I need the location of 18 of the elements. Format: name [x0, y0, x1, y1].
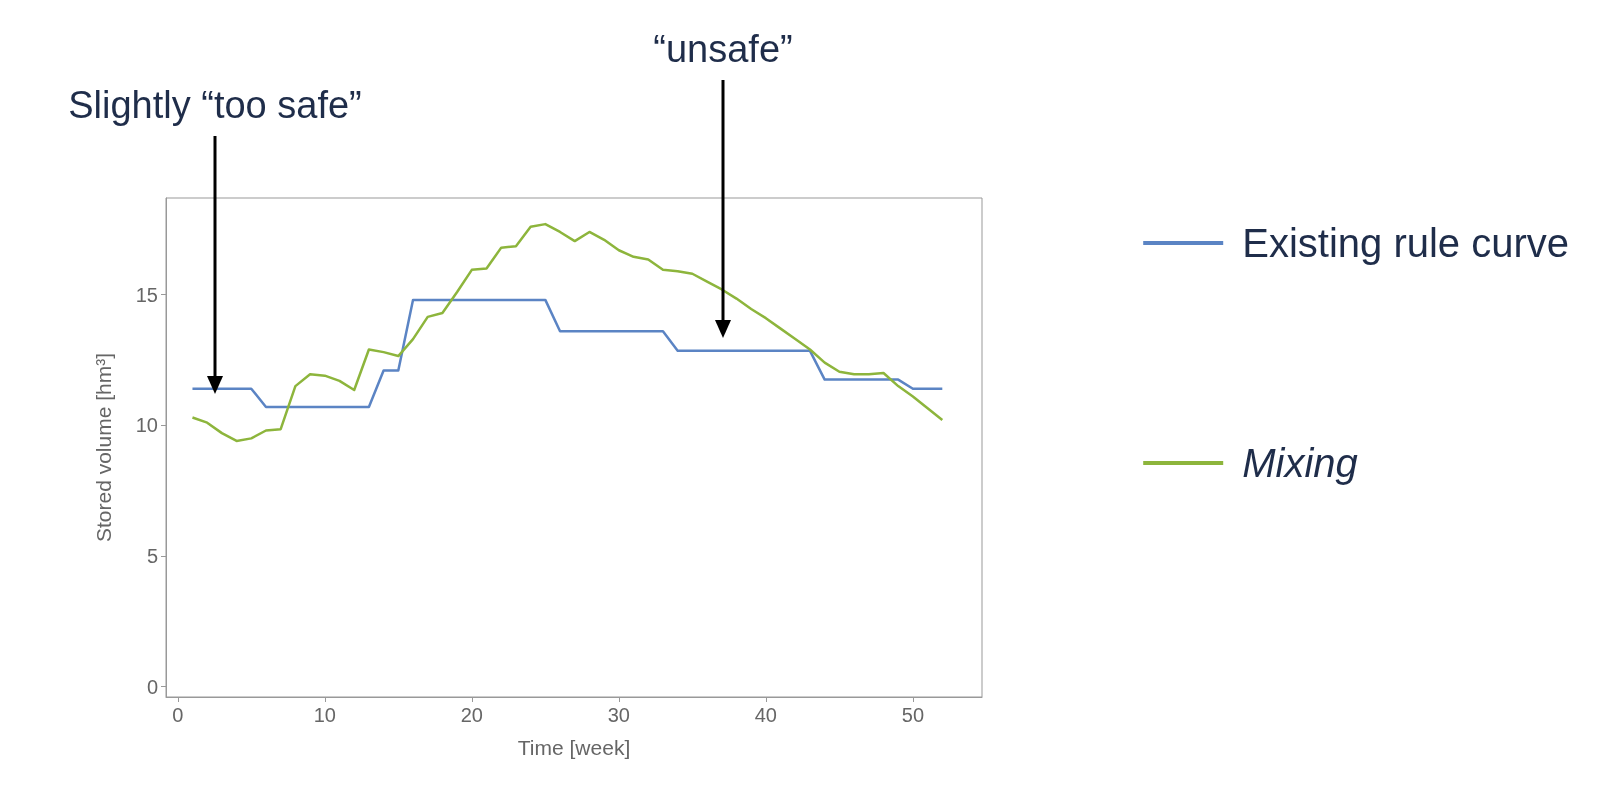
y-tick-label: 10 [135, 414, 158, 437]
text: Slightly “too safe” [67, 84, 363, 127]
x-tick-label: 20 [460, 704, 483, 726]
legend-label: Existing rule curve [1242, 221, 1569, 265]
line-series [191, 222, 944, 443]
x-axis-title: Time [week] [517, 736, 631, 759]
x-tick-label: 0 [172, 704, 184, 726]
x-tick-label: 40 [754, 704, 777, 726]
line-series [191, 298, 944, 409]
y-axis-title: Stored volume [hm³] [92, 352, 115, 543]
legend-label: Mixing [1242, 441, 1358, 485]
y-tick-label: 5 [146, 544, 158, 567]
x-tick-label: 50 [901, 704, 925, 726]
text: “unsafe” [652, 28, 794, 71]
y-tick-label: 0 [146, 675, 158, 698]
x-tick-label: 30 [607, 704, 630, 726]
x-tick-label: 10 [313, 704, 336, 726]
y-tick-label: 15 [135, 283, 158, 306]
